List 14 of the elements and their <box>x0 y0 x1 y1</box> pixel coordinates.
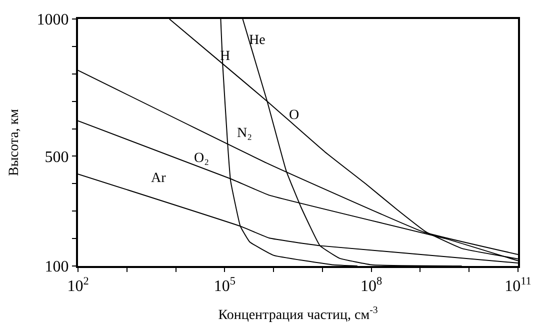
y-tick-label: 500 <box>44 148 69 166</box>
y-tick-label: 100 <box>44 258 69 276</box>
y-axis-title: Высота, км <box>6 108 22 176</box>
x-tick-label: 10$^{11}$ <box>504 275 532 296</box>
series-label: N₂ <box>237 126 252 141</box>
series-label: Ar <box>151 171 166 186</box>
series-label: O <box>289 108 300 123</box>
x-tick-label: 10$^{2}$ <box>67 275 89 296</box>
y-tick-label: 1000 <box>36 12 69 29</box>
series-label: O₂ <box>194 151 210 166</box>
series-label: He <box>249 33 266 48</box>
x-tick-label: 10$^{5}$ <box>214 275 236 296</box>
x-axis-title: Концентрация частиц, см$^{-3}$ <box>218 305 378 323</box>
x-tick-label: 10$^{8}$ <box>360 275 383 296</box>
